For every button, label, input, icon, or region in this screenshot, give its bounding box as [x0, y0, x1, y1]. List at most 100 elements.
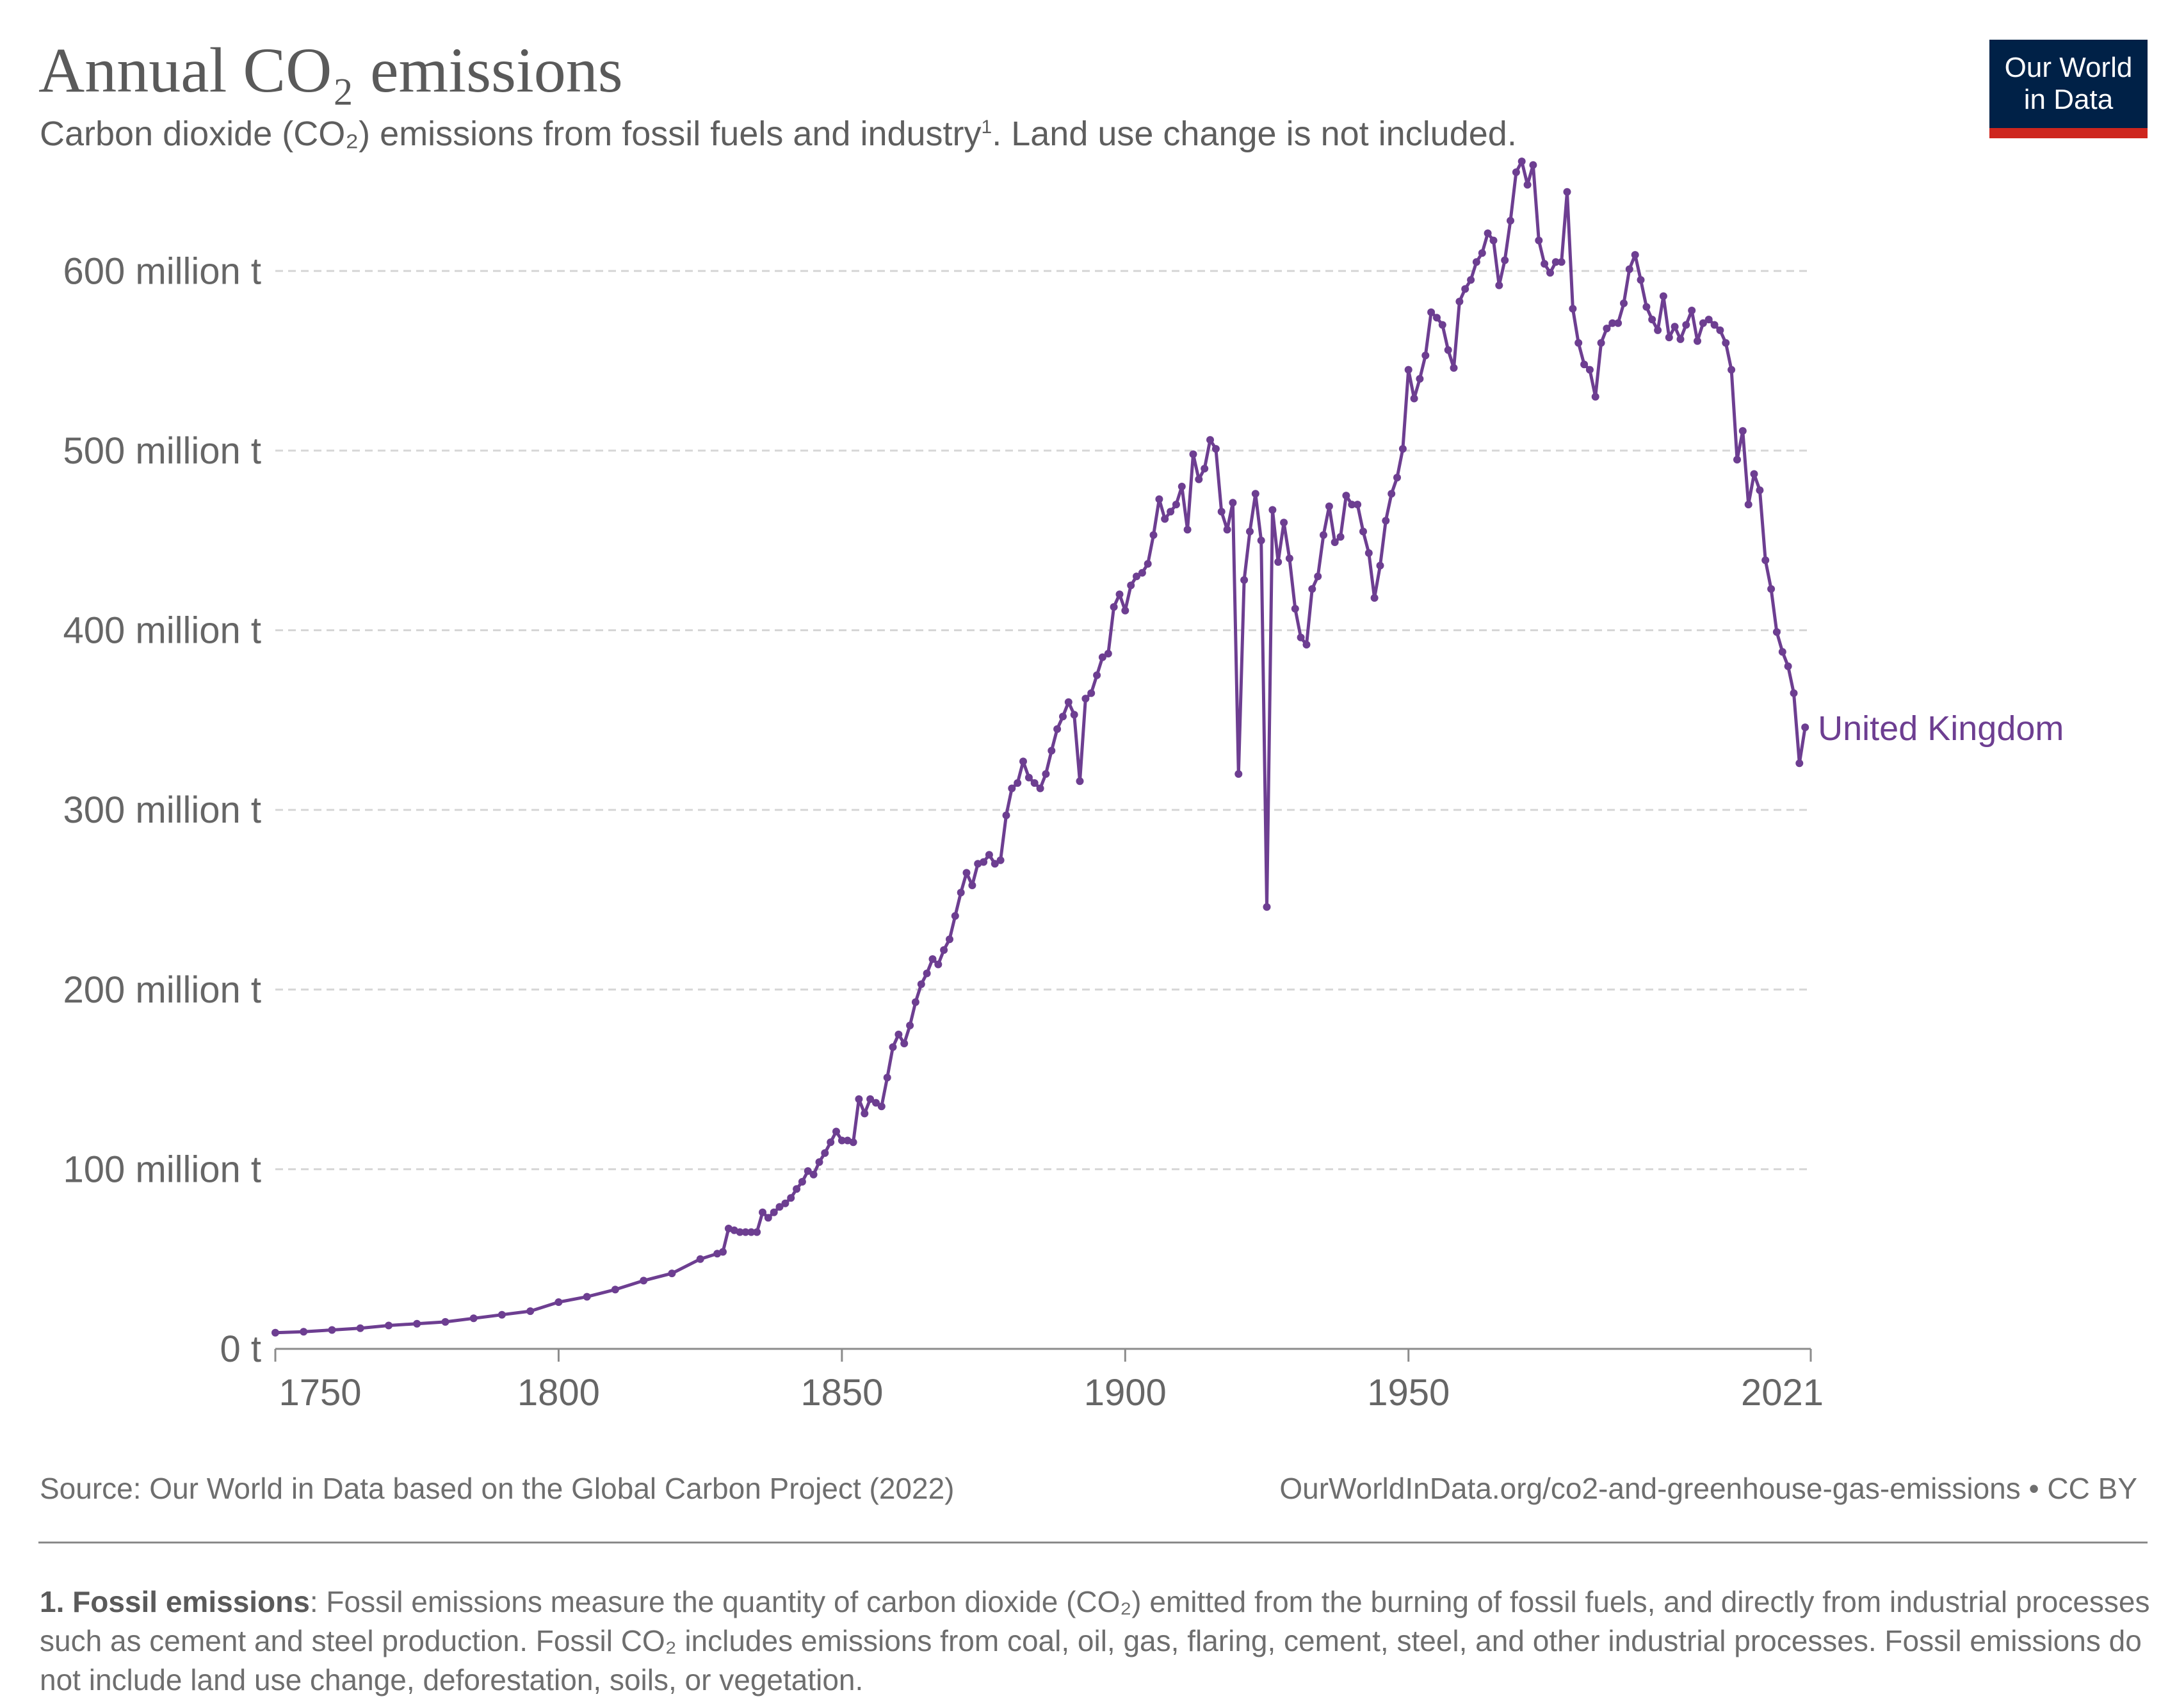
logo-line-1: Our World [2004, 52, 2133, 83]
data-point [1348, 501, 1356, 509]
data-point [1285, 554, 1293, 563]
data-point [1625, 265, 1633, 273]
data-point [1087, 689, 1096, 697]
data-point [1433, 314, 1441, 322]
x-axis: 1750 1800 1850 1900 1950 2021 [274, 1348, 1824, 1414]
data-point [1517, 157, 1526, 166]
data-point [849, 1138, 857, 1147]
data-point [911, 998, 919, 1006]
data-point [1217, 508, 1226, 516]
data-point [1110, 603, 1118, 611]
data-point [1138, 568, 1146, 577]
data-point [668, 1269, 676, 1278]
data-point [1744, 501, 1752, 509]
data-point [583, 1293, 591, 1301]
data-point [1234, 770, 1243, 778]
data-point [770, 1208, 778, 1216]
data-point [1076, 777, 1084, 786]
data-point [1569, 305, 1577, 313]
data-point [469, 1314, 478, 1323]
data-point [815, 1158, 823, 1166]
data-point [1257, 536, 1265, 545]
data-point [855, 1095, 863, 1103]
data-point [804, 1167, 812, 1175]
data-point [1280, 519, 1288, 527]
data-point [1155, 495, 1163, 503]
data-point [1388, 490, 1396, 498]
data-point [1563, 188, 1571, 196]
footnote-title: 1. Fossil emissions [40, 1585, 310, 1618]
data-point [1620, 299, 1628, 307]
data-point [1121, 606, 1129, 615]
data-point [1507, 216, 1514, 225]
footnote: 1. Fossil emissions: Fossil emissions me… [40, 1583, 2153, 1700]
data-point [832, 1127, 840, 1136]
data-point [1149, 531, 1158, 539]
data-point [1059, 713, 1067, 721]
x-tick-label: 1800 [517, 1372, 600, 1414]
data-point [1450, 364, 1458, 372]
data-point [1398, 445, 1407, 453]
data-point [1014, 779, 1022, 787]
data-point [1268, 506, 1277, 514]
data-point [1172, 501, 1180, 509]
data-point [747, 1228, 756, 1236]
data-point [1772, 628, 1781, 636]
y-axis: 0 t 100 million t 200 million t 300 million… [63, 250, 261, 1370]
data-point [1716, 326, 1724, 334]
data-point [640, 1277, 648, 1285]
data-point [1201, 465, 1209, 472]
source-url[interactable]: OurWorldInData.org/co2-and-greenhouse-ga… [1279, 1472, 2137, 1505]
data-point [1302, 641, 1311, 649]
data-point [1030, 779, 1039, 787]
data-point [838, 1136, 846, 1145]
data-point [968, 882, 976, 889]
data-point [872, 1099, 880, 1107]
data-point [1472, 258, 1480, 266]
data-point [1603, 325, 1611, 333]
data-point [1728, 366, 1736, 374]
data-point [696, 1255, 704, 1263]
data-point [1410, 394, 1418, 403]
data-point [1427, 308, 1436, 316]
data-point [1778, 648, 1786, 656]
data-point [1382, 517, 1390, 525]
data-point [1688, 307, 1696, 314]
data-point [1682, 321, 1690, 329]
data-point [1189, 450, 1197, 458]
data-point [1671, 323, 1679, 331]
data-point [1541, 260, 1549, 268]
subtitle-text: Carbon dioxide (CO₂) emissions from foss… [40, 115, 982, 153]
data-point [917, 980, 925, 988]
data-point [271, 1328, 279, 1337]
data-point [1325, 502, 1333, 510]
data-point [781, 1199, 789, 1207]
gridlines [275, 270, 1811, 1170]
data-point [1467, 276, 1475, 284]
owid-logo[interactable]: Our World in Data [1989, 40, 2148, 138]
data-point [741, 1228, 750, 1236]
data-point [980, 858, 988, 866]
data-point [1019, 757, 1027, 766]
data-point [1070, 711, 1078, 719]
data-point [1251, 490, 1259, 498]
data-point [1529, 161, 1537, 169]
data-point [877, 1102, 886, 1111]
data-point [962, 869, 971, 877]
data-point [1081, 695, 1090, 703]
data-point [1654, 326, 1662, 334]
data-point [1183, 526, 1192, 534]
data-point [1795, 759, 1804, 768]
data-point [1733, 456, 1741, 463]
source-note: Source: Our World in Data based on the G… [40, 1472, 955, 1505]
series-layer: United Kingdom [271, 157, 2064, 1337]
data-point [356, 1324, 364, 1332]
data-point [1585, 366, 1594, 374]
footnote-marker[interactable]: 1 [981, 117, 992, 138]
data-point [1178, 483, 1186, 490]
data-point [526, 1307, 535, 1316]
y-tick-label: 300 million t [63, 789, 261, 831]
data-point [889, 1043, 897, 1051]
data-point [1637, 276, 1645, 284]
data-point [1501, 256, 1509, 264]
